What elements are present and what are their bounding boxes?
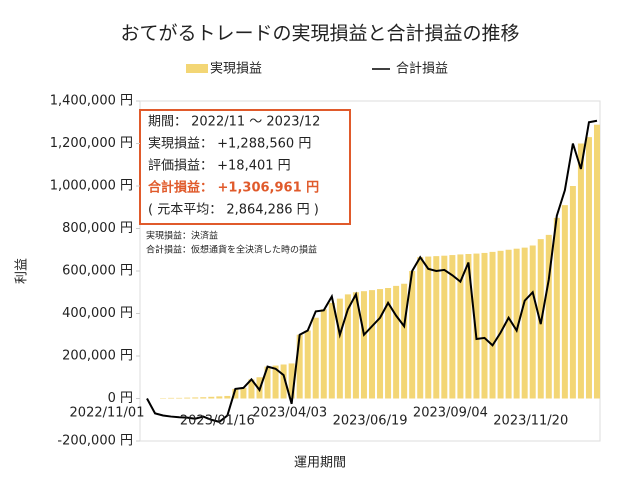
y-tick-label: 800,000 円 <box>62 221 133 236</box>
bar <box>369 290 375 398</box>
bar <box>240 388 246 399</box>
info-line: 合計損益： +1,306,961 円 <box>148 180 319 196</box>
bar <box>482 253 488 399</box>
y-tick-label: 200,000 円 <box>62 349 133 364</box>
legend-label: 合計損益 <box>396 61 448 77</box>
x-tick-label: 2023/04/03 <box>252 406 327 421</box>
bar <box>168 398 174 399</box>
bar <box>216 396 222 398</box>
bar <box>506 250 512 399</box>
info-line: 実現損益： +1,288,560 円 <box>148 136 311 152</box>
y-tick-label: 1,200,000 円 <box>50 136 133 151</box>
chart-title: おてがるトレードの実現損益と合計損益の推移 <box>120 23 519 45</box>
bar <box>522 248 528 399</box>
bar <box>192 397 198 398</box>
bar <box>361 291 367 398</box>
bar <box>530 246 536 399</box>
x-tick-label: 2023/01/16 <box>180 414 255 429</box>
bar <box>425 257 431 399</box>
bar <box>562 205 568 398</box>
bar <box>393 286 399 399</box>
x-tick-label: 2023/11/20 <box>493 414 568 429</box>
bar <box>498 251 504 399</box>
x-tick-label: 2023/06/19 <box>333 414 408 429</box>
y-tick-label: 1,400,000 円 <box>50 94 133 109</box>
bar <box>305 331 311 399</box>
bar <box>337 299 343 399</box>
bar <box>321 309 327 398</box>
bar <box>208 397 214 399</box>
bar <box>586 137 592 398</box>
y-tick-label: -200,000 円 <box>57 434 133 449</box>
bar <box>377 289 383 398</box>
bar <box>401 284 407 399</box>
legend-swatch <box>186 64 208 73</box>
y-tick-label: 0 円 <box>108 391 133 406</box>
bar <box>490 252 496 399</box>
bar <box>578 144 584 399</box>
y-tick-label: 400,000 円 <box>62 306 133 321</box>
bar <box>594 125 600 399</box>
info-line: 評価損益： +18,401 円 <box>148 159 291 174</box>
info-line: 期間： 2022/11 ～ 2023/12 <box>148 115 320 130</box>
note: 合計損益：仮想通貨を全決済した時の損益 <box>146 244 317 256</box>
x-tick-label: 2022/11/01 <box>70 406 145 421</box>
legend-label: 実現損益 <box>210 61 262 77</box>
y-axis-label: 利益 <box>15 258 30 284</box>
bar <box>554 218 560 399</box>
bar <box>329 303 335 399</box>
note: 実現損益：決済益 <box>146 230 218 242</box>
y-tick-label: 600,000 円 <box>62 264 133 279</box>
y-tick-label: 1,000,000 円 <box>50 179 133 194</box>
bar <box>313 318 319 399</box>
bar <box>200 397 206 398</box>
x-tick-label: 2023/09/04 <box>413 406 488 421</box>
bar <box>433 256 439 398</box>
bar <box>570 186 576 399</box>
bar <box>417 257 423 398</box>
bar <box>176 398 182 399</box>
bar <box>224 396 230 399</box>
bar <box>184 398 190 399</box>
bar <box>441 256 447 399</box>
info-line: ( 元本平均： 2,864,286 円 ) <box>148 203 319 218</box>
x-axis-label: 運用期間 <box>294 456 346 471</box>
